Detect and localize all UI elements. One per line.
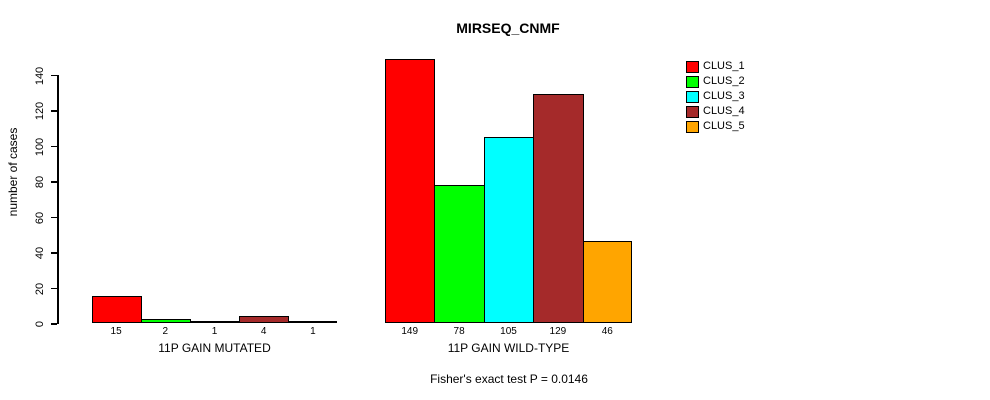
legend-label: CLUS_3 (703, 90, 745, 102)
bar-clus_3-group1 (189, 321, 241, 323)
legend-label: CLUS_4 (703, 105, 745, 117)
y-axis-tick-label: 0 (34, 320, 46, 328)
y-axis-tick-label: 20 (34, 282, 46, 295)
bar-clus_2-group2 (434, 184, 485, 323)
legend-swatch-clus_4 (686, 106, 699, 118)
bar-clus_2-group1 (140, 319, 191, 323)
bar-value-label: 129 (549, 326, 567, 337)
x-group-label: 11P GAIN WILD-TYPE (447, 341, 570, 355)
y-axis-tick-label: 120 (34, 102, 46, 121)
bar-value-label: 15 (110, 326, 122, 337)
legend-swatch-clus_5 (686, 121, 699, 133)
bar-clus_3-group2 (483, 136, 535, 323)
y-axis-tick (51, 181, 57, 183)
bar-value-label: 46 (601, 326, 613, 337)
legend-item-clus_2: CLUS_2 (686, 75, 786, 88)
bar-clus_5-group2 (582, 241, 632, 323)
bar-clus_1-group1 (91, 296, 142, 323)
x-group-label: 11P GAIN MUTATED (158, 341, 271, 355)
bar-value-label: 1 (310, 326, 316, 337)
chart-title: MIRSEQ_CNMF (456, 20, 560, 36)
legend-label: CLUS_2 (703, 75, 745, 87)
legend-item-clus_4: CLUS_4 (686, 105, 786, 118)
bar-value-label: 149 (401, 326, 419, 337)
y-axis-tick-label: 140 (34, 66, 46, 85)
y-axis-tick (51, 216, 57, 219)
y-axis-tick-label: 100 (34, 137, 46, 156)
legend-swatch-clus_3 (686, 91, 699, 103)
y-axis-tick (51, 287, 57, 290)
y-axis-tick (51, 323, 57, 325)
bar-value-label: 105 (500, 326, 517, 337)
y-axis-tick (51, 145, 57, 148)
legend: CLUS_1 CLUS_2 CLUS_3 CLUS_4 CLUS_5 (686, 60, 786, 146)
bar-clus_4-group2 (533, 94, 584, 323)
y-axis-tick-label: 40 (34, 246, 46, 260)
y-axis-tick-label: 80 (34, 176, 46, 189)
legend-item-clus_5: CLUS_5 (686, 120, 786, 133)
bar-value-label: 78 (453, 326, 465, 337)
y-axis-tick (51, 252, 57, 254)
y-axis-tick (51, 110, 57, 112)
y-axis-tick (51, 74, 57, 77)
legend-swatch-clus_1 (686, 61, 699, 73)
bar-value-label: 4 (260, 326, 267, 337)
bar-value-label: 1 (211, 326, 218, 337)
legend-swatch-clus_2 (686, 76, 699, 88)
legend-item-clus_3: CLUS_3 (686, 90, 786, 103)
bar-clus_1-group2 (385, 58, 436, 323)
y-axis-tick-label: 60 (34, 211, 46, 224)
bar-clus_4-group1 (239, 315, 290, 323)
legend-label: CLUS_1 (703, 60, 745, 72)
bar-value-label: 2 (162, 326, 169, 337)
y-axis-line (57, 74, 59, 325)
y-axis-label: number of cases (6, 127, 20, 217)
legend-item-clus_1: CLUS_1 (686, 60, 786, 73)
legend-label: CLUS_5 (703, 120, 745, 132)
fisher-test-annotation: Fisher's exact test P = 0.0146 (430, 372, 588, 386)
bar-clus_5-group1 (288, 321, 338, 323)
